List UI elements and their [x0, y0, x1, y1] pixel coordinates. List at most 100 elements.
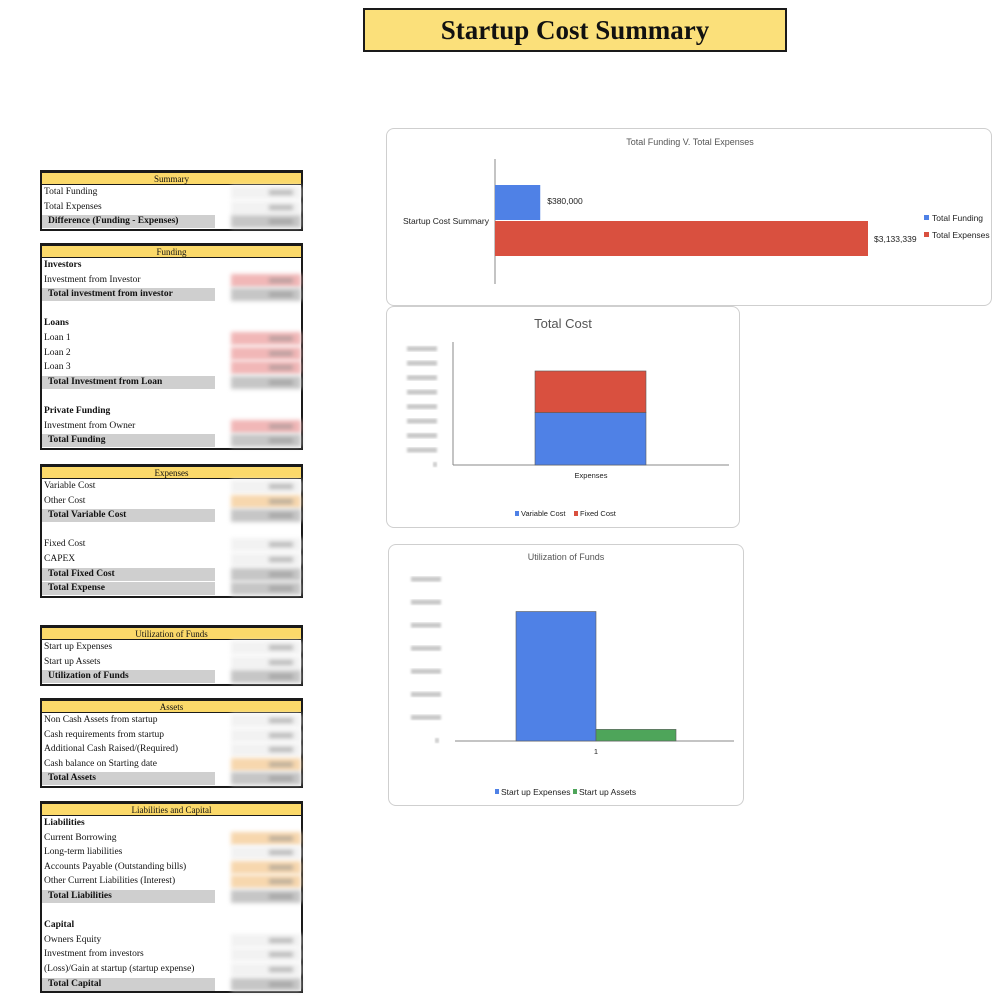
y-tick-label-blurred — [411, 576, 441, 582]
row-label: Other Current Liabilities (Interest) — [44, 876, 176, 887]
blurred-value-cell[interactable] — [231, 361, 301, 375]
table-header: Utilization of Funds — [42, 628, 301, 640]
row-label: Total Capital — [48, 978, 102, 989]
legend-entry: Total Expenses — [932, 230, 990, 240]
blurred-value-cell[interactable] — [231, 273, 301, 287]
table-utilization-body: Utilization of Funds Start up Expenses Sta… — [40, 625, 303, 686]
legend-entry: Total Funding — [932, 213, 983, 223]
blurred-value-cell[interactable] — [231, 434, 301, 448]
blurred-value-cell[interactable] — [231, 728, 301, 742]
y-tick-label-blurred — [407, 433, 437, 439]
section-row: Liabilities — [42, 816, 301, 831]
blurred-value-cell[interactable] — [231, 641, 301, 654]
blurred-value-cell[interactable] — [231, 200, 301, 214]
table-row: Owners Equity — [42, 933, 301, 948]
blurred-value-cell[interactable] — [231, 933, 301, 947]
table-expenses: Expenses Variable Cost Other Cost Total Var… — [40, 464, 303, 598]
legend-entry: Variable Cost — [521, 509, 566, 518]
row-label: Owners Equity — [44, 934, 102, 945]
stack-segment-variable-cost — [534, 412, 647, 466]
y-tick-label-blurred — [407, 346, 437, 352]
table-row: Investment from Owner — [42, 419, 301, 434]
total-row: Total Expense — [42, 581, 301, 596]
blurred-value-cell[interactable] — [231, 538, 301, 552]
row-label: Liabilities — [44, 818, 85, 828]
row-label: Start up Assets — [44, 656, 101, 667]
y-tick-label-blurred — [411, 599, 441, 605]
y-tick-label-blurred — [411, 645, 441, 651]
y-tick-label-blurred — [411, 622, 441, 628]
total-row: Total investment from investor — [42, 287, 301, 302]
row-label: Total Investment from Loan — [48, 376, 163, 387]
blurred-value-cell[interactable] — [231, 494, 301, 508]
chart-title: Total Funding V. Total Expenses — [626, 137, 754, 147]
blurred-value-cell[interactable] — [231, 757, 301, 771]
row-label: Capital — [44, 920, 75, 931]
blurred-value-cell[interactable] — [231, 567, 301, 581]
blurred-value-cell[interactable] — [231, 186, 301, 199]
row-label: Long-term liabilities — [44, 847, 123, 858]
total-row: Total Funding — [42, 433, 301, 448]
blurred-value-cell[interactable] — [231, 670, 301, 684]
blurred-value-cell[interactable] — [231, 831, 301, 845]
blurred-value-cell[interactable] — [231, 552, 301, 566]
chart-funding-vs-expenses: Total Funding V. Total Expenses Startup C… — [386, 128, 992, 306]
spacer-row — [42, 302, 301, 317]
blurred-value-cell[interactable] — [231, 889, 301, 903]
chart-total-cost: Total Cost Expenses Variable Cost Fixed Cos… — [386, 306, 740, 528]
y-tick-label-blurred — [411, 668, 441, 674]
blurred-value-cell[interactable] — [231, 948, 301, 962]
chart-funding-vs-expenses-svg: Total Funding V. Total Expenses Startup C… — [403, 137, 990, 284]
total-row: Total Investment from Loan — [42, 375, 301, 390]
row-label: Investors — [44, 260, 82, 270]
legend-entry: Start up Assets — [579, 787, 636, 797]
data-label: $3,133,339 — [874, 234, 917, 244]
blurred-value-cell[interactable] — [231, 962, 301, 976]
blurred-value-cell[interactable] — [231, 288, 301, 302]
blurred-value-cell[interactable] — [231, 331, 301, 345]
table-header: Liabilities and Capital — [42, 804, 301, 816]
table-header: Funding — [42, 246, 301, 258]
table-row: Cash requirements from startup — [42, 728, 301, 743]
blurred-value-cell[interactable] — [231, 509, 301, 523]
row-label: Total Liabilities — [48, 890, 112, 901]
row-label: Investment from Owner — [44, 420, 136, 431]
blurred-value-cell[interactable] — [231, 419, 301, 433]
row-label: Loan 3 — [44, 362, 71, 373]
table-row: Other Current Liabilities (Interest) — [42, 874, 301, 889]
chart-title: Utilization of Funds — [528, 552, 605, 562]
row-label: Cash balance on Starting date — [44, 758, 157, 769]
blurred-value-cell[interactable] — [231, 655, 301, 669]
table-assets: Assets Non Cash Assets from startup Cash r… — [40, 698, 303, 788]
legend-swatch — [515, 511, 519, 516]
table-row: Investment from Investor — [42, 273, 301, 288]
y-tick-label-blurred — [407, 360, 437, 366]
blurred-value-cell[interactable] — [231, 860, 301, 874]
total-row: Total Assets — [42, 771, 301, 786]
blurred-value-cell[interactable] — [231, 480, 301, 493]
blurred-value-cell[interactable] — [231, 346, 301, 360]
blurred-value-cell[interactable] — [231, 875, 301, 889]
row-label: CAPEX — [44, 553, 76, 564]
section-row: Private Funding — [42, 404, 301, 419]
blurred-value-cell[interactable] — [231, 977, 301, 991]
section-row: Capital — [42, 918, 301, 933]
table-summary-body: Summary Total Funding Total Expenses Differ… — [40, 170, 303, 231]
row-label: Cash requirements from startup — [44, 729, 165, 740]
row-label: Total investment from investor — [48, 289, 173, 300]
chart-total-cost-svg: Total Cost Expenses Variable Cost Fixed Cos… — [407, 316, 729, 518]
blurred-value-cell[interactable] — [231, 582, 301, 596]
row-label: Other Cost — [44, 495, 86, 506]
bar-total-funding — [495, 185, 541, 220]
blurred-value-cell[interactable] — [231, 215, 301, 229]
blurred-value-cell[interactable] — [231, 743, 301, 757]
table-row: Variable Cost — [42, 479, 301, 494]
table-liabilities: Liabilities and Capital Liabilities Curren… — [40, 801, 303, 994]
bar-total-expenses — [495, 221, 868, 256]
blurred-value-cell[interactable] — [231, 846, 301, 860]
blurred-value-cell[interactable] — [231, 375, 301, 389]
blurred-value-cell[interactable] — [231, 714, 301, 727]
blurred-value-cell[interactable] — [231, 772, 301, 786]
x-tick-label: Expenses — [575, 471, 608, 480]
row-label: Total Variable Cost — [48, 510, 127, 521]
